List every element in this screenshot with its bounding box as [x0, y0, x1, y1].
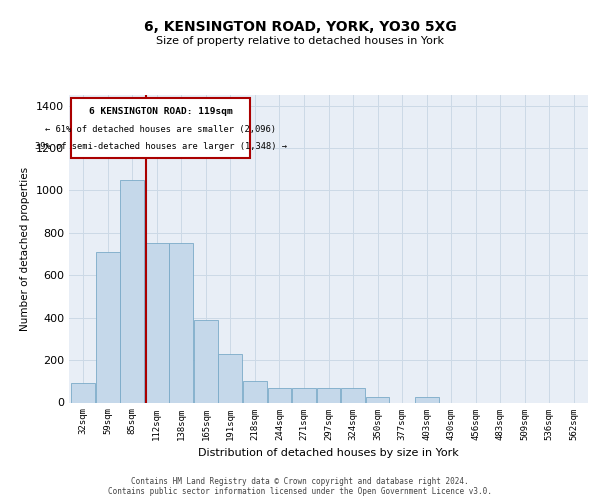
Text: 39% of semi-detached houses are larger (1,348) →: 39% of semi-detached houses are larger (… [35, 142, 287, 150]
Bar [243, 382, 267, 402]
Bar [145, 244, 169, 402]
Bar [268, 388, 292, 402]
Y-axis label: Number of detached properties: Number of detached properties [20, 166, 31, 331]
Bar [71, 384, 95, 402]
Bar [292, 388, 316, 402]
Bar [415, 397, 439, 402]
Text: Contains HM Land Registry data © Crown copyright and database right 2024.
Contai: Contains HM Land Registry data © Crown c… [108, 476, 492, 496]
Bar [169, 244, 193, 402]
FancyBboxPatch shape [71, 98, 250, 158]
Bar [194, 320, 218, 402]
Text: 6, KENSINGTON ROAD, YORK, YO30 5XG: 6, KENSINGTON ROAD, YORK, YO30 5XG [143, 20, 457, 34]
Text: 6 KENSINGTON ROAD: 119sqm: 6 KENSINGTON ROAD: 119sqm [89, 108, 233, 116]
Text: Size of property relative to detached houses in York: Size of property relative to detached ho… [156, 36, 444, 46]
Text: ← 61% of detached houses are smaller (2,096): ← 61% of detached houses are smaller (2,… [45, 125, 276, 134]
X-axis label: Distribution of detached houses by size in York: Distribution of detached houses by size … [198, 448, 459, 458]
Bar [365, 397, 389, 402]
Bar [121, 180, 144, 402]
Bar [341, 388, 365, 402]
Bar [317, 388, 340, 402]
Bar [218, 354, 242, 403]
Bar [96, 252, 119, 402]
